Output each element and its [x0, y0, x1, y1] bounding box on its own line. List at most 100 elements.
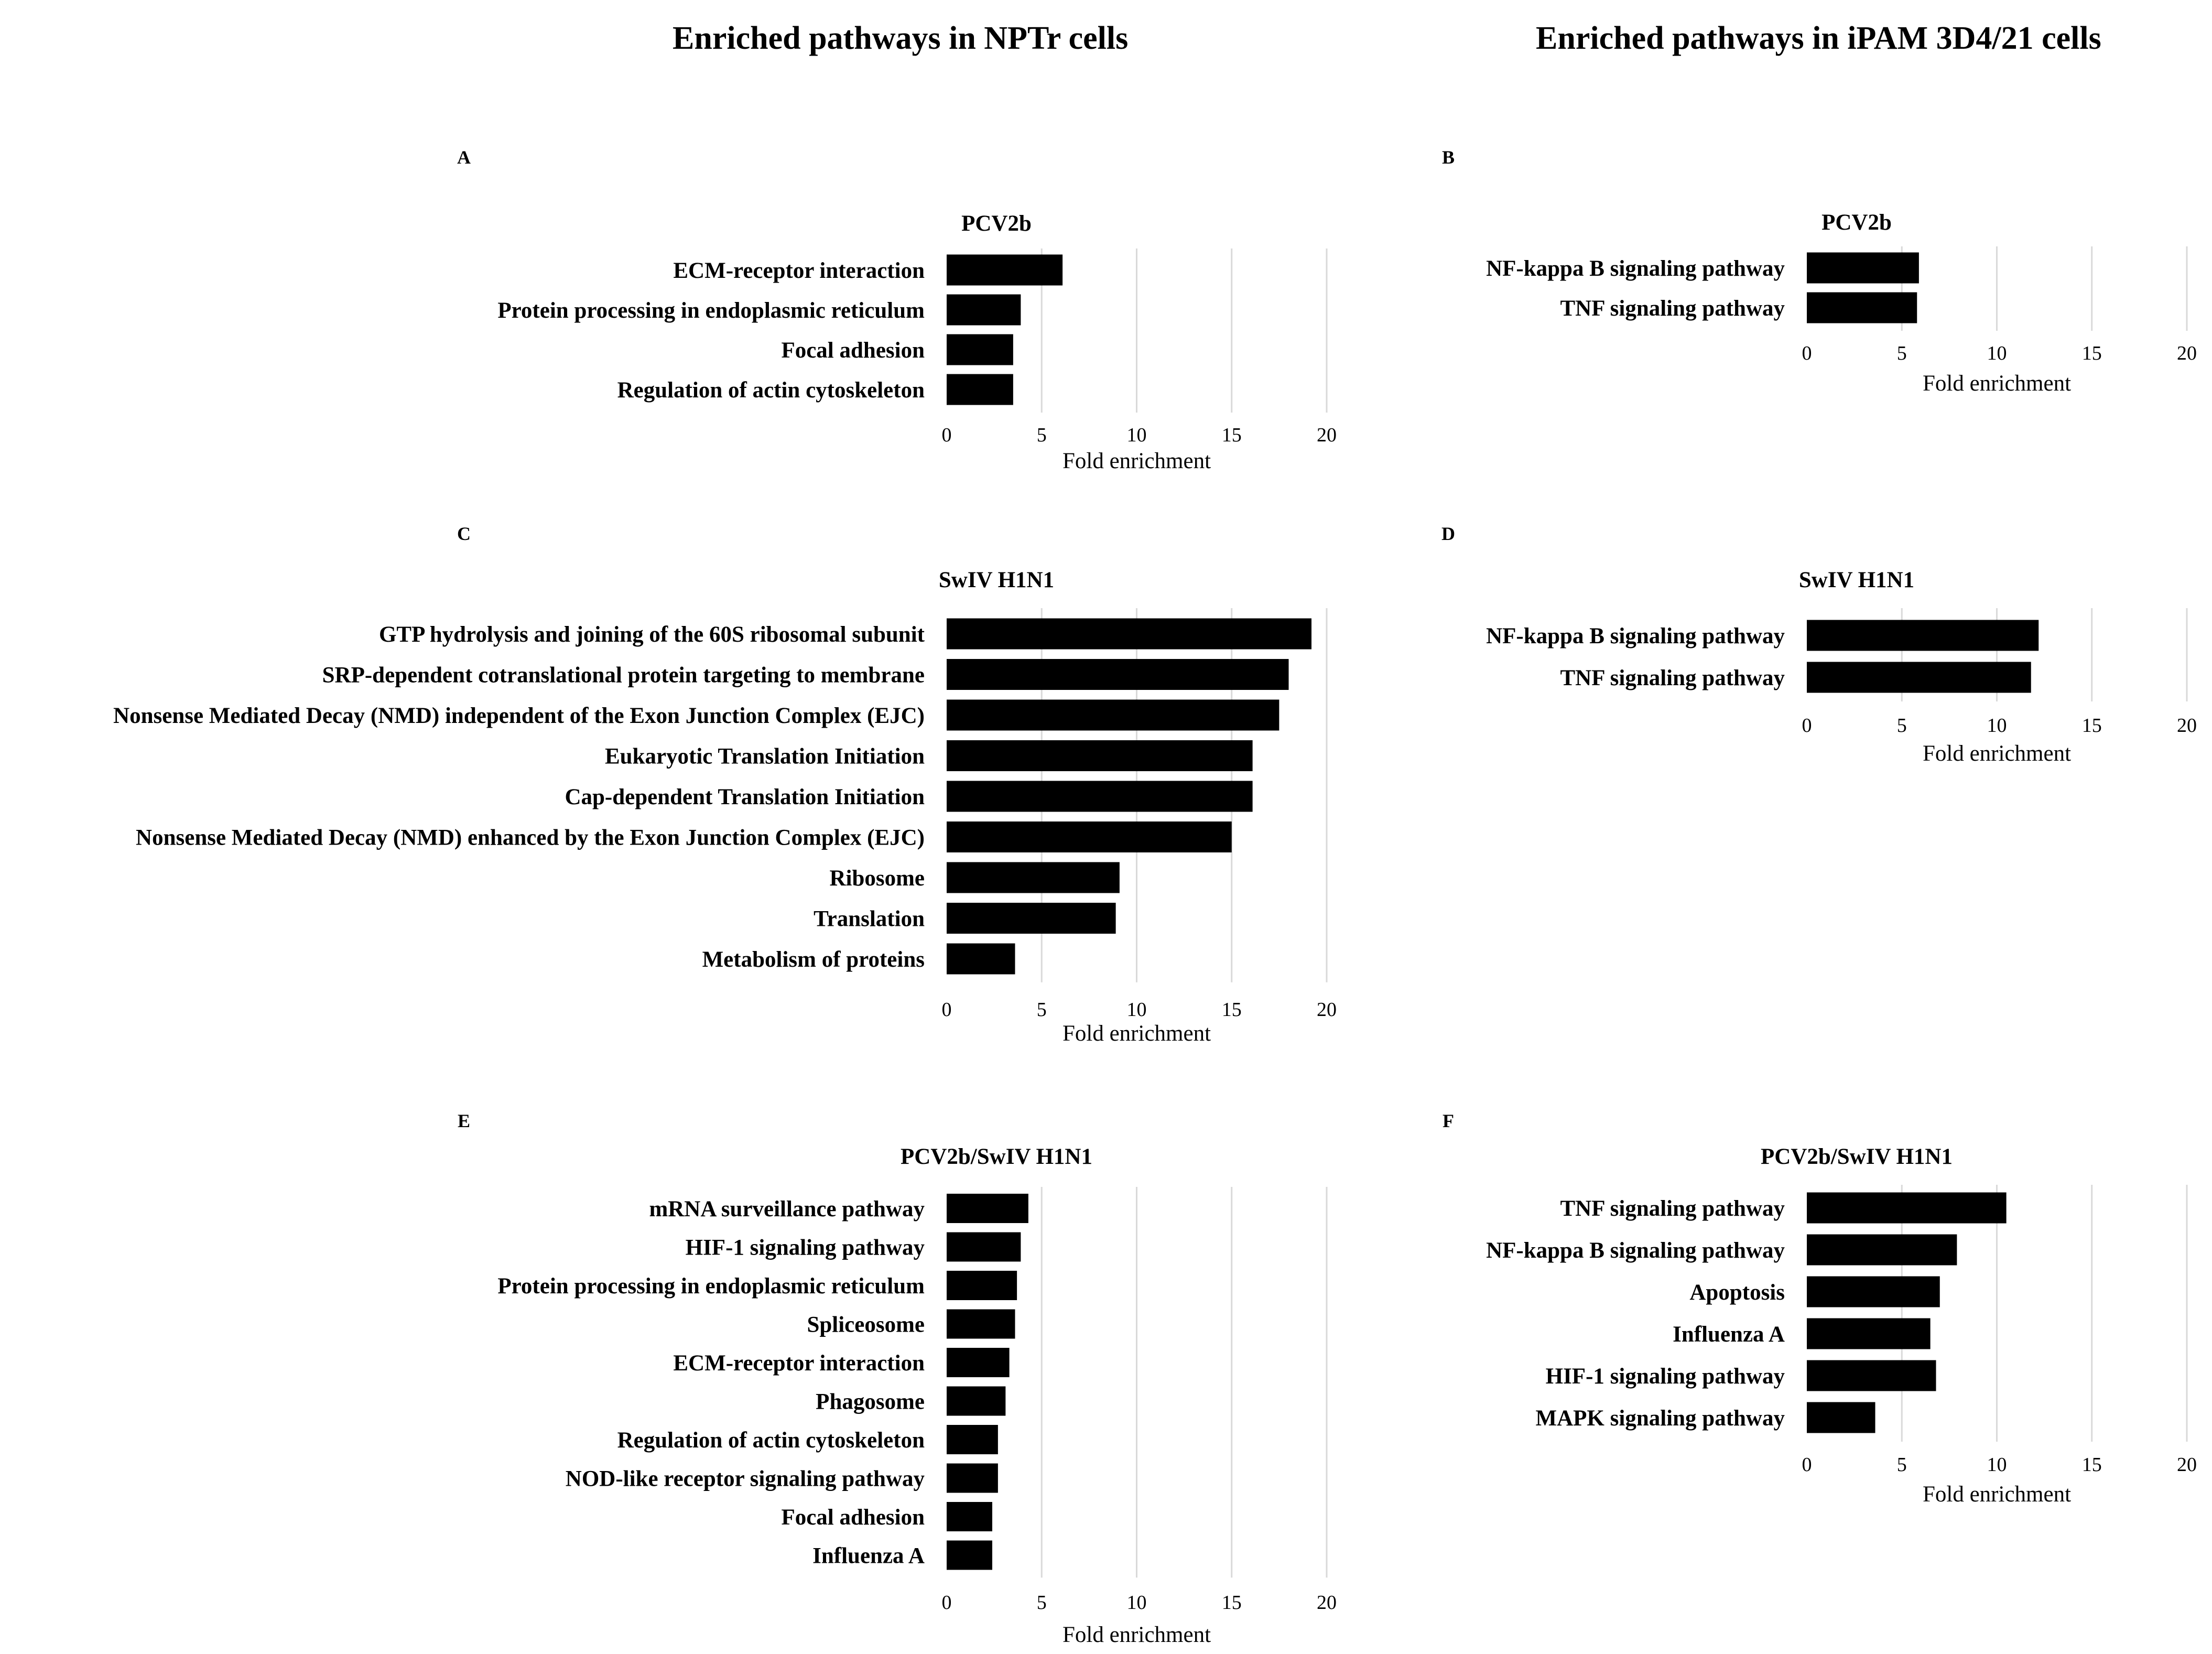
- bar-e-2: [947, 1232, 1021, 1262]
- bar-e-8: [947, 1463, 998, 1493]
- axis-title-d: Fold enrichment: [1923, 741, 2071, 766]
- category-label-c-5: Cap-dependent Translation Initiation: [565, 785, 925, 809]
- panel-letter-c: C: [457, 523, 471, 544]
- bar-e-4: [947, 1309, 1015, 1339]
- tick-label-f-15: 15: [2082, 1454, 2102, 1476]
- bar-e-3: [947, 1271, 1017, 1300]
- bar-f-5: [1807, 1360, 1936, 1391]
- tick-label-b-15: 15: [2082, 342, 2102, 364]
- category-label-e-5: ECM-receptor interaction: [673, 1351, 925, 1376]
- bar-a-3: [947, 334, 1013, 365]
- category-label-f-4: Influenza A: [1673, 1322, 1785, 1347]
- category-label-c-2: SRP-dependent cotranslational protein ta…: [322, 663, 925, 688]
- bar-a-1: [947, 254, 1063, 286]
- axis-title-c: Fold enrichment: [1062, 1021, 1211, 1046]
- category-label-a-2: Protein processing in endoplasmic reticu…: [497, 298, 925, 323]
- tick-label-e-20: 20: [1317, 1592, 1337, 1614]
- category-label-f-2: NF-kappa B signaling pathway: [1486, 1238, 1785, 1263]
- bar-e-10: [947, 1540, 992, 1570]
- axis-title-e: Fold enrichment: [1062, 1623, 1211, 1647]
- category-label-f-1: TNF signaling pathway: [1560, 1196, 1785, 1221]
- tick-label-c-5: 5: [1037, 999, 1047, 1021]
- chart-title-c: SwIV H1N1: [939, 568, 1054, 592]
- bar-b-2: [1807, 292, 1917, 323]
- tick-label-b-0: 0: [1802, 342, 1812, 364]
- bar-c-9: [947, 943, 1015, 975]
- tick-label-d-5: 5: [1897, 715, 1907, 737]
- category-label-b-2: TNF signaling pathway: [1560, 296, 1785, 321]
- right-column-heading: Enriched pathways in iPAM 3D4/21 cells: [1536, 20, 2101, 56]
- category-label-c-3: Nonsense Mediated Decay (NMD) independen…: [113, 704, 925, 728]
- tick-label-b-10: 10: [1987, 342, 2007, 364]
- bar-f-2: [1807, 1234, 1957, 1266]
- tick-label-e-5: 5: [1037, 1592, 1047, 1614]
- category-label-e-10: Influenza A: [812, 1544, 925, 1569]
- bar-c-2: [947, 659, 1289, 690]
- bar-c-1: [947, 618, 1311, 650]
- bar-e-6: [947, 1386, 1006, 1416]
- tick-label-d-0: 0: [1802, 715, 1812, 737]
- category-label-a-3: Focal adhesion: [781, 338, 925, 363]
- chart-title-b: PCV2b: [1821, 210, 1892, 235]
- category-label-f-6: MAPK signaling pathway: [1536, 1406, 1785, 1431]
- bar-c-5: [947, 781, 1253, 812]
- category-label-e-4: Spliceosome: [807, 1313, 925, 1337]
- tick-label-a-0: 0: [942, 424, 952, 446]
- tick-label-b-5: 5: [1897, 342, 1907, 364]
- category-label-d-1: NF-kappa B signaling pathway: [1486, 624, 1785, 648]
- bar-f-3: [1807, 1276, 1940, 1307]
- category-label-a-1: ECM-receptor interaction: [673, 258, 925, 283]
- bar-e-1: [947, 1194, 1028, 1223]
- left-column-heading: Enriched pathways in NPTr cells: [673, 20, 1129, 56]
- tick-label-f-0: 0: [1802, 1454, 1812, 1476]
- bar-c-4: [947, 740, 1253, 771]
- tick-label-a-5: 5: [1037, 424, 1047, 446]
- category-label-b-1: NF-kappa B signaling pathway: [1486, 256, 1785, 281]
- axis-title-a: Fold enrichment: [1062, 449, 1211, 473]
- category-label-e-3: Protein processing in endoplasmic reticu…: [497, 1274, 925, 1299]
- bar-e-9: [947, 1502, 992, 1531]
- tick-label-c-10: 10: [1127, 999, 1147, 1021]
- panel-letter-f: F: [1443, 1110, 1454, 1131]
- bar-f-4: [1807, 1318, 1931, 1349]
- panel-letter-a: A: [457, 147, 471, 168]
- bar-f-6: [1807, 1402, 1875, 1433]
- category-label-a-4: Regulation of actin cytoskeleton: [617, 378, 925, 403]
- bar-d-2: [1807, 662, 2031, 693]
- category-label-c-9: Metabolism of proteins: [702, 947, 925, 972]
- chart-title-e: PCV2b/SwIV H1N1: [901, 1144, 1092, 1169]
- category-label-c-4: Eukaryotic Translation Initiation: [605, 744, 925, 769]
- panel-letter-e: E: [458, 1110, 470, 1131]
- bar-c-7: [947, 862, 1120, 893]
- category-label-e-2: HIF-1 signaling pathway: [686, 1236, 925, 1260]
- tick-label-f-5: 5: [1897, 1454, 1907, 1476]
- category-label-e-8: NOD-like receptor signaling pathway: [566, 1467, 925, 1491]
- bar-b-1: [1807, 252, 1919, 284]
- tick-label-c-20: 20: [1317, 999, 1337, 1021]
- axis-title-b: Fold enrichment: [1923, 371, 2071, 396]
- category-label-c-8: Translation: [814, 907, 925, 932]
- tick-label-c-0: 0: [942, 999, 952, 1021]
- category-label-c-6: Nonsense Mediated Decay (NMD) enhanced b…: [136, 826, 925, 850]
- tick-label-d-15: 15: [2082, 715, 2102, 737]
- bar-d-1: [1807, 620, 2039, 651]
- category-label-e-7: Regulation of actin cytoskeleton: [617, 1428, 925, 1453]
- bar-c-6: [947, 821, 1232, 852]
- tick-label-a-10: 10: [1127, 424, 1147, 446]
- tick-label-a-15: 15: [1222, 424, 1242, 446]
- panel-letter-d: D: [1441, 523, 1455, 544]
- category-label-f-5: HIF-1 signaling pathway: [1546, 1364, 1785, 1389]
- category-label-c-1: GTP hydrolysis and joining of the 60S ri…: [379, 622, 925, 647]
- panel-letter-b: B: [1442, 147, 1455, 168]
- category-label-e-9: Focal adhesion: [781, 1505, 925, 1530]
- bar-a-2: [947, 294, 1021, 326]
- category-label-e-1: mRNA surveillance pathway: [649, 1197, 925, 1221]
- tick-label-e-0: 0: [942, 1592, 952, 1614]
- tick-label-d-10: 10: [1987, 715, 2007, 737]
- tick-label-b-20: 20: [2177, 342, 2197, 364]
- tick-label-e-10: 10: [1127, 1592, 1147, 1614]
- axis-title-f: Fold enrichment: [1923, 1482, 2071, 1507]
- chart-title-d: SwIV H1N1: [1799, 568, 1914, 592]
- tick-label-f-10: 10: [1987, 1454, 2007, 1476]
- tick-label-c-15: 15: [1222, 999, 1242, 1021]
